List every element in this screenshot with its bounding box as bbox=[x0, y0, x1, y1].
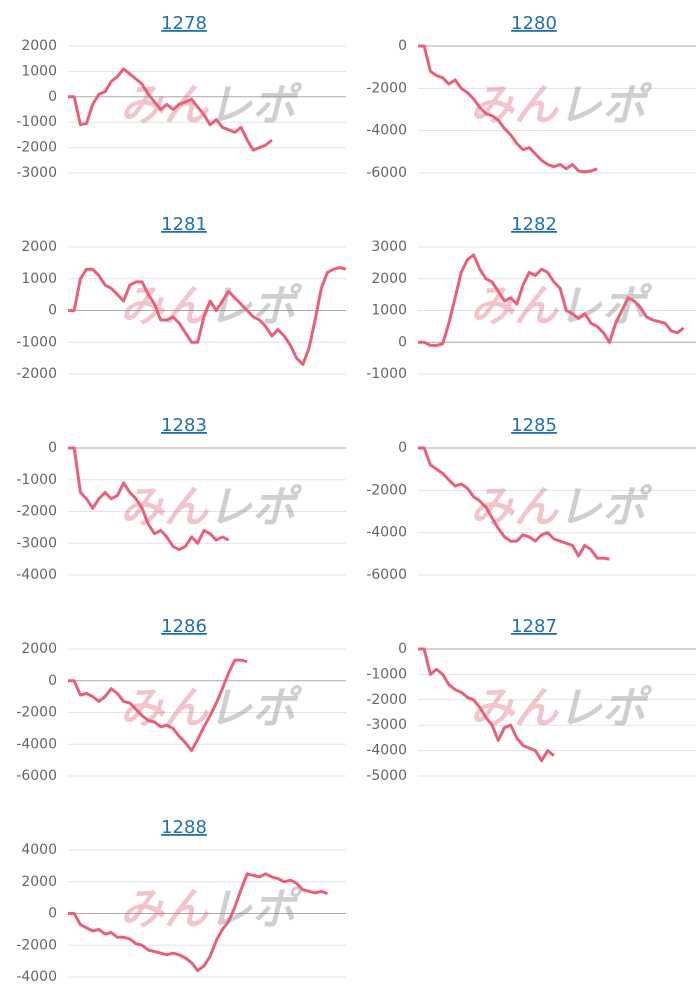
watermark: レポ bbox=[558, 80, 653, 131]
series-line bbox=[68, 266, 347, 366]
y-tick-label: 4000 bbox=[21, 842, 57, 858]
y-tick-label: 0 bbox=[48, 673, 57, 689]
y-tick-label: -2000 bbox=[366, 692, 407, 708]
y-tick-label: -3000 bbox=[16, 165, 57, 181]
series-line bbox=[68, 67, 273, 152]
y-tick-label: -2000 bbox=[16, 366, 57, 382]
chart-title[interactable]: 1278 bbox=[161, 13, 207, 34]
y-tick-label: 0 bbox=[398, 334, 407, 350]
watermark: レポ bbox=[208, 281, 303, 332]
y-tick-label: 1000 bbox=[371, 303, 407, 319]
y-tick-label: -1000 bbox=[16, 472, 57, 488]
chart-title[interactable]: 1288 bbox=[161, 817, 207, 838]
chart-title[interactable]: 1280 bbox=[511, 13, 557, 34]
chart-title[interactable]: 1283 bbox=[161, 415, 207, 436]
y-tick-label: -2000 bbox=[16, 504, 57, 520]
chart-title[interactable]: 1287 bbox=[511, 616, 557, 637]
y-tick-label: 3000 bbox=[371, 239, 407, 255]
watermark: みん bbox=[470, 683, 560, 734]
y-tick-label: -4000 bbox=[366, 525, 407, 541]
y-tick-label: -3000 bbox=[366, 717, 407, 733]
watermark: みん bbox=[120, 884, 210, 935]
watermark: みん bbox=[470, 482, 560, 533]
series-line bbox=[68, 872, 329, 973]
y-tick-label: -4000 bbox=[16, 969, 57, 985]
y-tick-label: 2000 bbox=[371, 271, 407, 287]
y-tick-label: -4000 bbox=[366, 743, 407, 759]
y-tick-label: -2000 bbox=[366, 482, 407, 498]
y-tick-label: -1000 bbox=[16, 334, 57, 350]
y-tick-label: 1000 bbox=[21, 271, 57, 287]
y-tick-label: -4000 bbox=[16, 567, 57, 583]
watermark: レポ bbox=[208, 482, 303, 533]
y-tick-label: -1000 bbox=[16, 114, 57, 130]
y-tick-label: -4000 bbox=[16, 736, 57, 752]
y-tick-label: 0 bbox=[48, 440, 57, 456]
y-tick-label: -6000 bbox=[366, 165, 407, 181]
y-tick-label: -2000 bbox=[16, 705, 57, 721]
chart-title[interactable]: 1285 bbox=[511, 415, 557, 436]
y-tick-label: 1000 bbox=[21, 63, 57, 79]
watermark: レポ bbox=[558, 683, 653, 734]
y-tick-label: -4000 bbox=[366, 123, 407, 139]
series-line bbox=[418, 647, 555, 763]
y-tick-label: 2000 bbox=[21, 239, 57, 255]
watermark: レポ bbox=[208, 80, 303, 131]
y-tick-label: -3000 bbox=[16, 535, 57, 551]
series-line bbox=[68, 658, 248, 753]
watermark: みん bbox=[470, 80, 560, 131]
y-tick-label: 0 bbox=[398, 38, 407, 54]
series-line bbox=[418, 44, 598, 174]
y-tick-label: -5000 bbox=[366, 768, 407, 784]
y-tick-label: 2000 bbox=[21, 874, 57, 890]
y-tick-label: 2000 bbox=[21, 38, 57, 54]
y-tick-label: 0 bbox=[48, 303, 57, 319]
y-tick-label: 0 bbox=[398, 641, 407, 657]
series-line bbox=[68, 446, 230, 552]
series-line bbox=[418, 253, 685, 347]
chart-title[interactable]: 1281 bbox=[161, 214, 207, 235]
watermark: みん bbox=[120, 482, 210, 533]
chart-title[interactable]: 1282 bbox=[511, 214, 557, 235]
y-tick-label: -1000 bbox=[366, 366, 407, 382]
watermark: レポ bbox=[558, 281, 653, 332]
y-tick-label: -2000 bbox=[366, 80, 407, 96]
watermark: レポ bbox=[208, 683, 303, 734]
y-tick-label: -2000 bbox=[16, 937, 57, 953]
y-tick-label: 0 bbox=[48, 906, 57, 922]
watermark: レポ bbox=[558, 482, 653, 533]
y-tick-label: -1000 bbox=[366, 666, 407, 682]
y-tick-label: 2000 bbox=[21, 641, 57, 657]
series-line bbox=[418, 446, 610, 561]
y-tick-label: -6000 bbox=[366, 567, 407, 583]
y-tick-label: 0 bbox=[398, 440, 407, 456]
y-tick-label: -2000 bbox=[16, 140, 57, 156]
chart-title[interactable]: 1286 bbox=[161, 616, 207, 637]
y-tick-label: -6000 bbox=[16, 768, 57, 784]
watermark: みん bbox=[470, 281, 560, 332]
y-tick-label: 0 bbox=[48, 89, 57, 105]
watermark: みん bbox=[120, 281, 210, 332]
